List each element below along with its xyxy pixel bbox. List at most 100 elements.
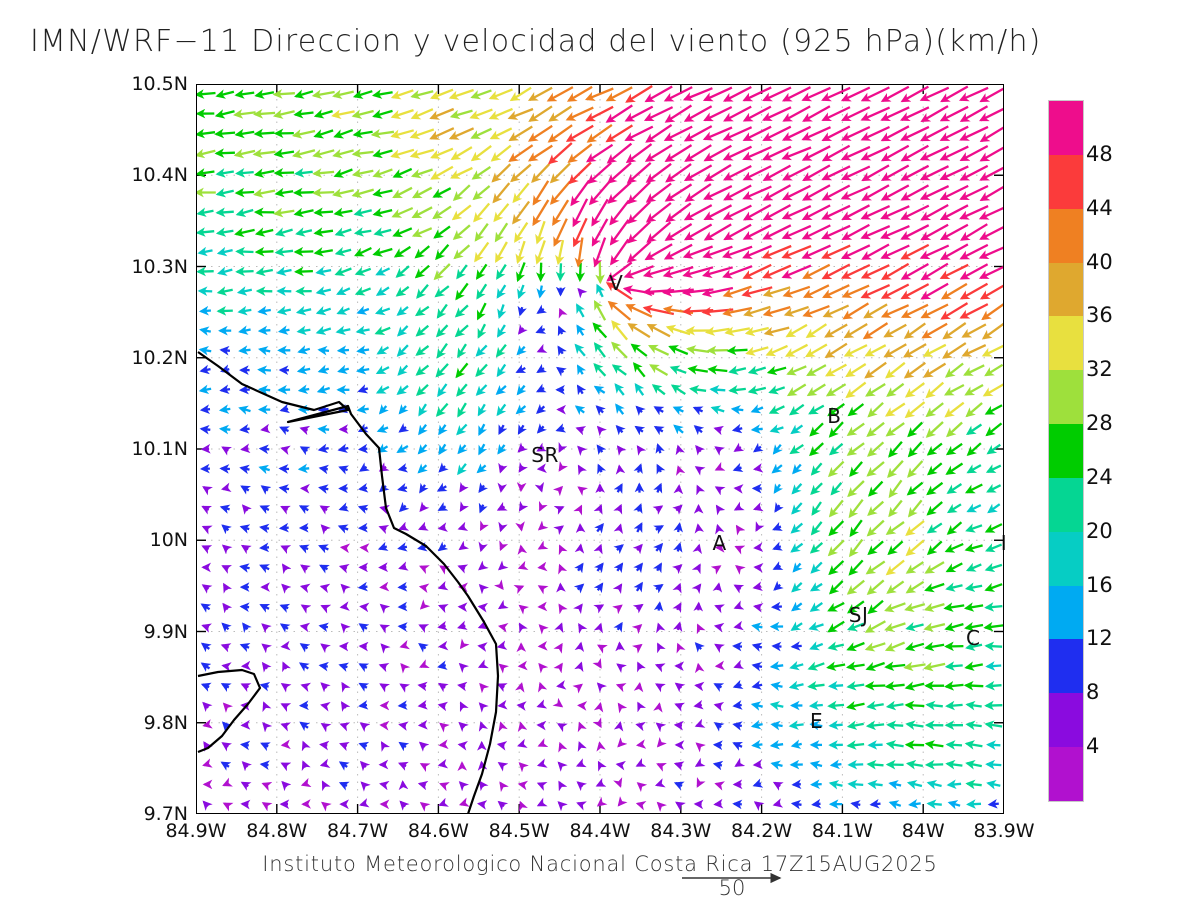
wind-vector: [985, 759, 1002, 770]
wind-vector: [612, 604, 623, 615]
wind-vector: [359, 462, 370, 472]
wind-vector: [772, 443, 783, 455]
y-axis-tick: 10N: [149, 529, 188, 552]
wind-vector: [866, 519, 885, 537]
wind-vector: [986, 443, 1001, 455]
wind-vector: [417, 444, 428, 455]
wind-vector: [827, 641, 845, 651]
wind-vector: [714, 604, 725, 614]
wind-vector: [572, 683, 583, 694]
wind-vector: [202, 701, 213, 713]
wind-vector: [201, 525, 213, 535]
wind-vector: [810, 482, 823, 495]
wind-vector: [984, 543, 1003, 553]
wind-vector: [790, 799, 802, 810]
wind-vector: [847, 480, 865, 498]
wind-vector: [321, 780, 331, 792]
wind-vector: [924, 740, 944, 750]
wind-vector: [356, 404, 369, 414]
wind-vector: [633, 581, 643, 593]
wind-vector: [615, 683, 627, 693]
wind-vector: [437, 701, 449, 712]
wind-vector: [923, 661, 946, 672]
wind-vector: [617, 737, 628, 748]
wind-vector: [496, 741, 508, 751]
wind-vector: [457, 463, 467, 476]
wind-vector: [809, 720, 823, 731]
wind-vector: [476, 800, 488, 810]
wind-vector: [478, 541, 488, 553]
wind-vector: [751, 661, 763, 672]
wind-vector: [339, 543, 351, 554]
wind-vector: [866, 759, 884, 770]
wind-vector: [319, 583, 331, 594]
colorbar-band: [1049, 262, 1083, 317]
wind-vector: [808, 404, 825, 415]
wind-vector: [696, 777, 706, 788]
wind-vector: [419, 565, 430, 575]
wind-vector: [399, 640, 411, 650]
wind-vector: [635, 721, 646, 732]
wind-vector: [809, 422, 824, 437]
wind-vector: [558, 461, 568, 472]
wind-vector: [498, 560, 509, 571]
wind-vector: [906, 779, 923, 790]
wind-vector: [201, 505, 213, 515]
wind-vector: [281, 563, 292, 575]
wind-vector: [945, 442, 963, 456]
y-axis-tick: 10.4N: [131, 164, 188, 187]
wind-vector: [965, 523, 983, 533]
wind-vector: [574, 641, 585, 653]
wind-vector-field: [196, 85, 1004, 812]
wind-vector: [907, 441, 923, 458]
wind-vector: [905, 539, 925, 557]
wind-vector: [198, 384, 212, 395]
wind-vector: [829, 442, 844, 456]
wind-vector: [751, 642, 763, 652]
wind-vector: [635, 801, 647, 811]
wind-vector: [496, 640, 508, 650]
wind-vector: [319, 740, 330, 751]
wind-vector: [418, 583, 430, 594]
wind-vector: [397, 581, 408, 592]
wind-vector: [753, 442, 764, 453]
wind-vector: [674, 702, 686, 712]
wind-vector: [437, 383, 448, 398]
wind-vector: [714, 461, 726, 471]
wind-vector: [398, 741, 410, 752]
wind-vector: [459, 481, 469, 493]
wind-vector: [259, 542, 270, 553]
wind-vector: [907, 499, 923, 518]
wind-vector: [220, 682, 232, 692]
wind-vector: [637, 701, 647, 713]
wind-vector: [437, 501, 449, 512]
wind-vector: [257, 385, 271, 395]
wind-vector: [964, 740, 983, 750]
wind-vector: [846, 700, 865, 711]
wind-vector: [636, 445, 647, 456]
wind-vector: [281, 780, 292, 792]
colorbar-band: [1049, 639, 1083, 694]
wind-vector: [577, 445, 588, 456]
wind-vector: [379, 624, 391, 634]
wind-vector: [575, 758, 587, 768]
wind-vector: [632, 543, 643, 555]
colorbar-band: [1049, 316, 1083, 371]
wind-vector: [537, 520, 549, 531]
wind-vector: [377, 541, 389, 551]
wind-vector: [713, 798, 724, 809]
wind-vector: [904, 700, 925, 711]
wind-vector: [713, 683, 725, 692]
wind-vector: [615, 464, 626, 475]
wind-vector: [279, 403, 291, 414]
wind-vector: [399, 683, 411, 693]
wind-vector: [439, 722, 450, 733]
colorbar-tick-label: 24: [1086, 464, 1113, 489]
wind-vector: [966, 464, 982, 474]
wind-vector: [280, 722, 292, 732]
wind-vector: [846, 622, 865, 632]
wind-vector: [202, 758, 213, 768]
wind-vector: [515, 521, 525, 532]
wind-vector: [673, 621, 683, 633]
wind-vector: [904, 401, 926, 419]
